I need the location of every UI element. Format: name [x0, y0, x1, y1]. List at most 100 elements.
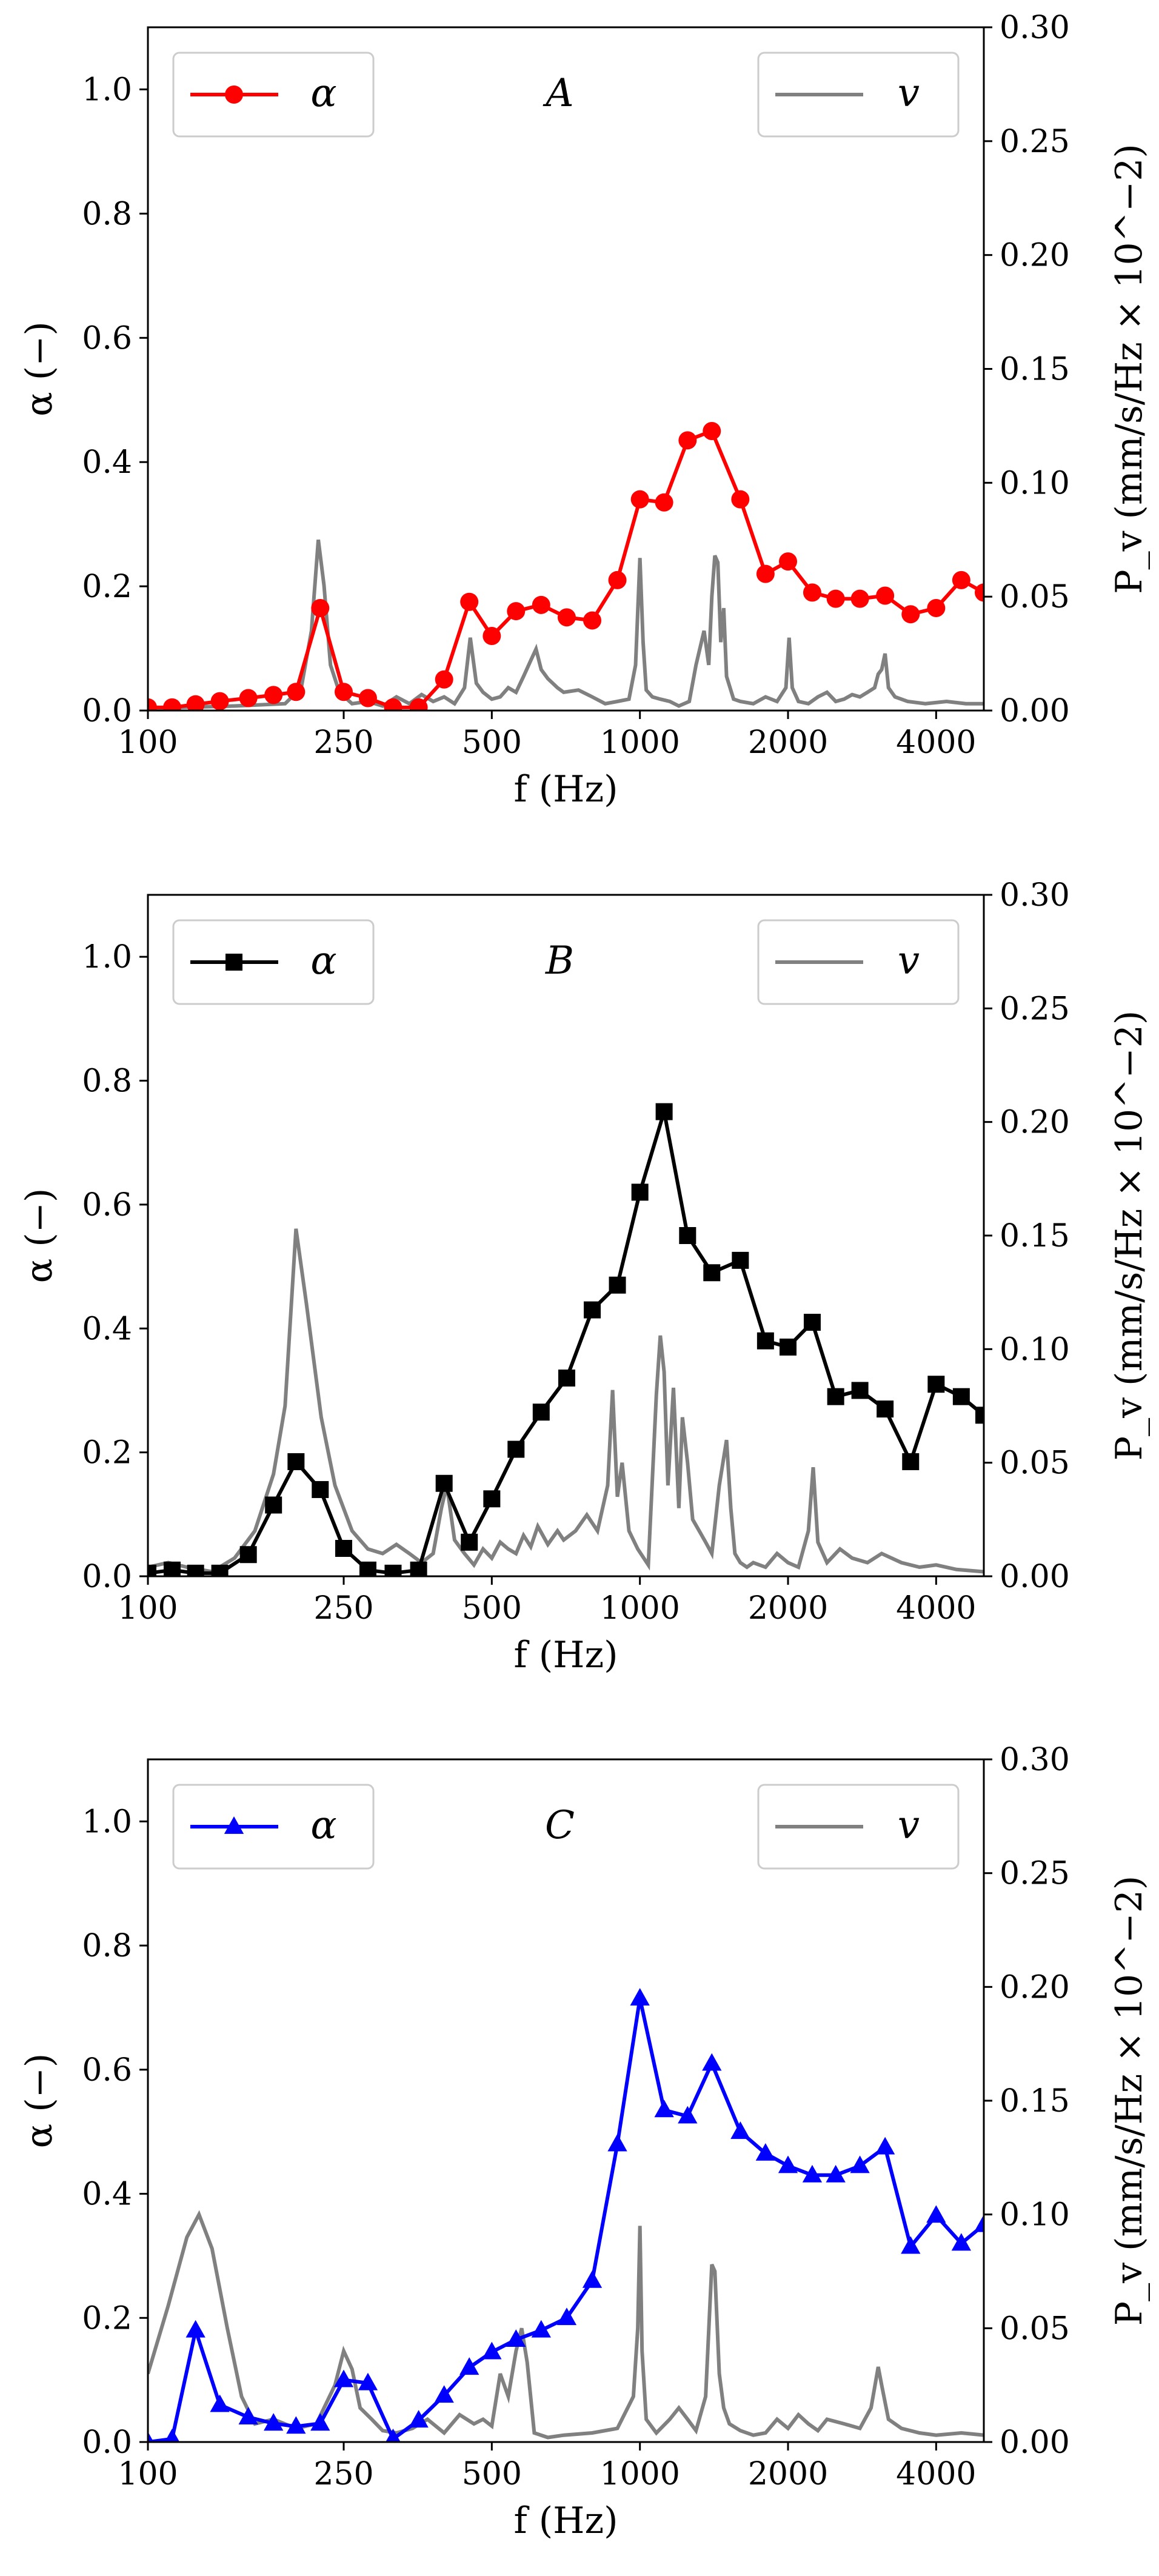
y-left-tick-label: 0.6	[82, 320, 132, 356]
alpha-point	[264, 686, 283, 704]
panel-title: B	[545, 938, 574, 983]
y-right-tick-label: 0.15	[1000, 352, 1070, 388]
alpha-point	[460, 592, 479, 611]
alpha-point	[334, 683, 353, 701]
alpha-point	[286, 2416, 306, 2434]
y-left-tick-label: 0.0	[82, 693, 132, 729]
alpha-point	[483, 627, 501, 646]
alpha-point	[756, 564, 775, 583]
x-tick-label: 2000	[748, 724, 828, 761]
y-left-axis-label: α (−)	[18, 2053, 61, 2149]
alpha-point	[409, 698, 428, 711]
alpha-point	[826, 589, 845, 608]
x-tick-label: 4000	[896, 1590, 976, 1627]
alpha-point	[185, 2320, 205, 2338]
alpha-point	[384, 698, 402, 711]
alpha-point	[951, 2233, 972, 2251]
alpha-point	[359, 1561, 376, 1576]
y-left-tick-label: 0.4	[82, 2176, 132, 2213]
alpha-point	[850, 589, 869, 608]
alpha-point	[311, 598, 330, 617]
alpha-point	[386, 2428, 401, 2442]
legend-label: α	[310, 1803, 336, 1848]
alpha-point	[410, 1561, 427, 1576]
y-left-tick-label: 1.0	[82, 1804, 132, 1840]
y-right-tick-label: 0.15	[1000, 2083, 1070, 2119]
x-tick-label: 500	[462, 1590, 522, 1627]
y-left-tick-label: 0.2	[82, 569, 132, 605]
series-v-line	[148, 539, 984, 711]
alpha-point	[607, 2133, 627, 2152]
y-left-tick-label: 0.0	[82, 1559, 132, 1595]
alpha-point	[584, 1301, 601, 1319]
alpha-point	[803, 1314, 821, 1331]
alpha-point	[779, 552, 798, 571]
y-left-tick-label: 0.4	[82, 444, 132, 481]
alpha-point	[435, 1474, 453, 1492]
alpha-point	[974, 2214, 984, 2232]
legend-marker	[225, 85, 243, 104]
alpha-point	[732, 1251, 749, 1269]
alpha-point	[358, 689, 377, 708]
alpha-point	[802, 2164, 823, 2183]
alpha-point	[238, 2407, 258, 2424]
x-tick-label: 100	[118, 1590, 178, 1627]
alpha-point	[312, 1480, 329, 1498]
y-left-tick-label: 0.8	[82, 1063, 132, 1100]
x-tick-label: 4000	[896, 2456, 976, 2492]
chart-panel-B: 100 250 500 1000 2000 4000 0.0 0.2 0.4 0.6 0.8 1.0 0…	[18, 877, 1151, 1676]
alpha-point	[148, 1564, 156, 1576]
legend-marker	[224, 1816, 244, 1834]
x-tick-label: 100	[118, 724, 178, 761]
y-right-tick-label: 0.05	[1000, 1445, 1070, 1482]
legend-label: v	[898, 71, 920, 116]
legend-label: v	[898, 1803, 920, 1848]
alpha-point	[703, 1264, 721, 1282]
x-tick-label: 2000	[748, 2456, 828, 2492]
alpha-point	[851, 1382, 869, 1399]
x-tick-label: 1000	[600, 1590, 680, 1627]
alpha-point	[239, 1546, 257, 1564]
y-right-tick-label: 0.00	[1000, 693, 1070, 729]
alpha-point	[803, 583, 821, 602]
alpha-point	[482, 2341, 502, 2360]
alpha-point	[877, 1400, 894, 1418]
y-right-tick-label: 0.00	[1000, 1559, 1070, 1595]
alpha-point	[507, 602, 526, 621]
panel-title: A	[543, 71, 573, 116]
alpha-point	[164, 2428, 180, 2442]
alpha-point	[287, 1453, 305, 1470]
alpha-point	[630, 490, 649, 509]
x-tick-label: 500	[462, 2456, 522, 2492]
y-left-tick-label: 0.8	[82, 196, 132, 232]
alpha-point	[265, 1496, 282, 1514]
legend-label: α	[310, 938, 336, 983]
alpha-point	[434, 2385, 454, 2403]
alpha-point	[952, 570, 970, 589]
alpha-point	[435, 670, 453, 689]
legend-alpha: α	[172, 919, 375, 1005]
x-tick-label: 250	[313, 2456, 373, 2492]
y-left-axis-label: α (−)	[18, 321, 61, 417]
alpha-point	[239, 689, 258, 708]
y-right-tick-label: 0.30	[1000, 10, 1070, 46]
y-right-tick-label: 0.10	[1000, 1331, 1070, 1368]
x-tick-label: 100	[118, 2456, 178, 2492]
alpha-point	[730, 2121, 750, 2139]
alpha-point	[826, 2164, 846, 2183]
alpha-point	[333, 2369, 354, 2387]
series-alpha-line	[148, 429, 984, 709]
alpha-point	[409, 2410, 429, 2428]
y-left-tick-label: 0.6	[82, 2052, 132, 2089]
legend-v: v	[757, 52, 960, 138]
y-right-tick-label: 0.10	[1000, 2197, 1070, 2233]
y-right-tick-label: 0.30	[1000, 877, 1070, 914]
x-tick-label: 250	[313, 1590, 373, 1627]
y-left-tick-label: 1.0	[82, 939, 132, 975]
chart-panel-C: 100 250 500 1000 2000 4000 0.0 0.2 0.4 0.6 0.8 1.0 0…	[18, 1742, 1151, 2542]
alpha-point	[384, 1564, 402, 1576]
alpha-point	[654, 2099, 674, 2118]
alpha-point	[507, 1440, 525, 1458]
alpha-point	[148, 698, 157, 711]
legend-alpha: α	[172, 1784, 375, 1870]
